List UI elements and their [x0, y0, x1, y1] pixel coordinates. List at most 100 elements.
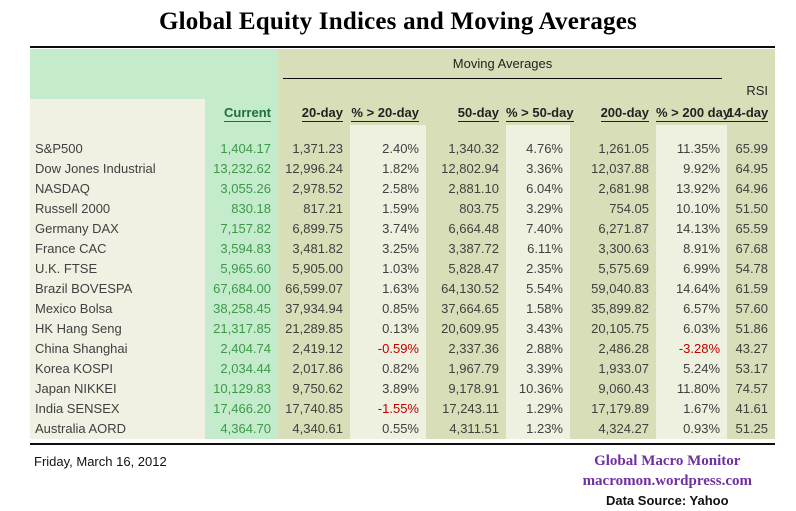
- pct50-cell: 10.36%: [506, 379, 570, 399]
- pct50-cell: 5.54%: [506, 279, 570, 299]
- header-20-day-label: 20-day: [301, 105, 343, 122]
- ma20-cell: 9,750.62: [278, 379, 350, 399]
- rsi-cell-value: 64.95: [727, 159, 776, 179]
- indices-table-container: Moving Averages RSI Current 20-day % > 2…: [30, 46, 776, 445]
- ma200-cell: 5,575.69: [570, 259, 656, 279]
- index-name-cell: NASDAQ: [30, 179, 205, 199]
- index-name-cell: Japan NIKKEI: [30, 379, 205, 399]
- rsi-cell-value: 65.99: [727, 139, 776, 159]
- gap-cell: [570, 125, 656, 139]
- pct200-cell: 8.91%: [656, 239, 728, 259]
- table-row: Japan NIKKEI 10,129.83 9,750.62 3.89% 9,178.…: [30, 379, 776, 399]
- pct50-cell: 2.35%: [506, 259, 570, 279]
- ma200-cell: 754.05: [570, 199, 656, 219]
- table-row: NASDAQ 3,055.26 2,978.52 2.58% 2,881.10 6.04%…: [30, 179, 776, 199]
- current-cell: 17,466.20: [205, 399, 278, 419]
- current-cell: 10,129.83: [205, 379, 278, 399]
- rsi-cell-value: 51.25: [727, 419, 776, 439]
- pct200-cell: 9.92%: [656, 159, 728, 179]
- table-row: Mexico Bolsa 38,258.45 37,934.94 0.85% 37,66…: [30, 299, 776, 319]
- table-row: Dow Jones Industrial 13,232.62 12,996.24 1.…: [30, 159, 776, 179]
- pct20-cell: -0.59%: [350, 339, 426, 359]
- ma50-cell: 2,881.10: [426, 179, 506, 199]
- gap-cell: [350, 125, 426, 139]
- pct50-cell: 4.76%: [506, 139, 570, 159]
- rsi-cell-value: 74.57: [727, 379, 776, 399]
- current-cell: 3,594.83: [205, 239, 278, 259]
- rsi-cell-value: 54.78: [727, 259, 776, 279]
- column-header-row: Current 20-day % > 20-day 50-day % > 50-…: [30, 99, 776, 125]
- ma20-cell: 4,340.61: [278, 419, 350, 439]
- gap-cell: [727, 125, 776, 139]
- pct200-cell: 0.93%: [656, 419, 728, 439]
- gap-cell: [205, 125, 278, 139]
- table-row: HK Hang Seng 21,317.85 21,289.85 0.13% 20,60…: [30, 319, 776, 339]
- gap-cell: [278, 125, 350, 139]
- header-current-label: Current: [224, 105, 271, 122]
- pct20-cell: 0.82%: [350, 359, 426, 379]
- table-body: S&P500 1,404.17 1,371.23 2.40% 1,340.32 4.76%…: [30, 139, 776, 439]
- ma20-cell: 17,740.85: [278, 399, 350, 419]
- current-cell: 2,034.44: [205, 359, 278, 379]
- pct50-cell: 3.36%: [506, 159, 570, 179]
- current-cell: 38,258.45: [205, 299, 278, 319]
- top-rule: [30, 46, 775, 48]
- ma20-cell: 66,599.07: [278, 279, 350, 299]
- ma20-cell: 37,934.94: [278, 299, 350, 319]
- ma50-cell: 4,311.51: [426, 419, 506, 439]
- rsi-cell-value: 57.60: [727, 299, 776, 319]
- pct200-cell: 11.35%: [656, 139, 728, 159]
- header-200-day-label: 200-day: [600, 105, 649, 122]
- pct50-cell: 7.40%: [506, 219, 570, 239]
- index-name-cell: Russell 2000: [30, 199, 205, 219]
- rsi-label: RSI: [727, 49, 776, 99]
- pct20-cell: 1.63%: [350, 279, 426, 299]
- moving-averages-label: Moving Averages: [452, 56, 553, 71]
- gap-cell: [426, 125, 506, 139]
- footer: Friday, March 16, 2012 Global Macro Moni…: [34, 451, 766, 511]
- bottom-rule: [30, 443, 775, 445]
- index-name-cell: Brazil BOVESPA: [30, 279, 205, 299]
- pct50-cell: 1.58%: [506, 299, 570, 319]
- ma200-cell: 2,486.28: [570, 339, 656, 359]
- ma50-cell: 2,337.36: [426, 339, 506, 359]
- index-name-cell: Australia AORD: [30, 419, 205, 439]
- pct200-cell: 10.10%: [656, 199, 728, 219]
- ma200-cell: 2,681.98: [570, 179, 656, 199]
- ma200-cell: 12,037.88: [570, 159, 656, 179]
- ma200-cell: 3,300.63: [570, 239, 656, 259]
- pct20-cell: 1.82%: [350, 159, 426, 179]
- table-row: Russell 2000 830.18 817.21 1.59% 803.75 3.29%…: [30, 199, 776, 219]
- pct200-cell: 5.24%: [656, 359, 728, 379]
- ma50-cell: 20,609.95: [426, 319, 506, 339]
- header-index-name: [30, 99, 205, 125]
- pct200-cell: 1.67%: [656, 399, 728, 419]
- pct200-cell: 6.57%: [656, 299, 728, 319]
- ma20-cell: 2,017.86: [278, 359, 350, 379]
- pct50-cell: 2.88%: [506, 339, 570, 359]
- current-cell: 830.18: [205, 199, 278, 219]
- footer-date: Friday, March 16, 2012: [34, 454, 167, 469]
- index-name-cell: U.K. FTSE: [30, 259, 205, 279]
- rsi-cell-value: 53.17: [727, 359, 776, 379]
- pct50-cell: 3.43%: [506, 319, 570, 339]
- pct50-cell: 6.11%: [506, 239, 570, 259]
- index-name-cell: S&P500: [30, 139, 205, 159]
- brand-url[interactable]: macromon.wordpress.com: [582, 473, 752, 489]
- pct20-cell: 3.89%: [350, 379, 426, 399]
- ma200-cell: 17,179.89: [570, 399, 656, 419]
- current-cell: 13,232.62: [205, 159, 278, 179]
- data-source: Data Source: Yahoo: [605, 493, 729, 508]
- index-name-cell: India SENSEX: [30, 399, 205, 419]
- ma200-cell: 1,933.07: [570, 359, 656, 379]
- ma200-cell: 59,040.83: [570, 279, 656, 299]
- rsi-cell-value: 51.86: [727, 319, 776, 339]
- pct200-cell: 13.92%: [656, 179, 728, 199]
- table-row: Brazil BOVESPA 67,684.00 66,599.07 1.63% 64,…: [30, 279, 776, 299]
- pct200-cell: 14.13%: [656, 219, 728, 239]
- index-name-cell: HK Hang Seng: [30, 319, 205, 339]
- pct50-cell: 1.29%: [506, 399, 570, 419]
- pct20-cell: 2.40%: [350, 139, 426, 159]
- ma50-cell: 803.75: [426, 199, 506, 219]
- rsi-cell-value: 41.61: [727, 399, 776, 419]
